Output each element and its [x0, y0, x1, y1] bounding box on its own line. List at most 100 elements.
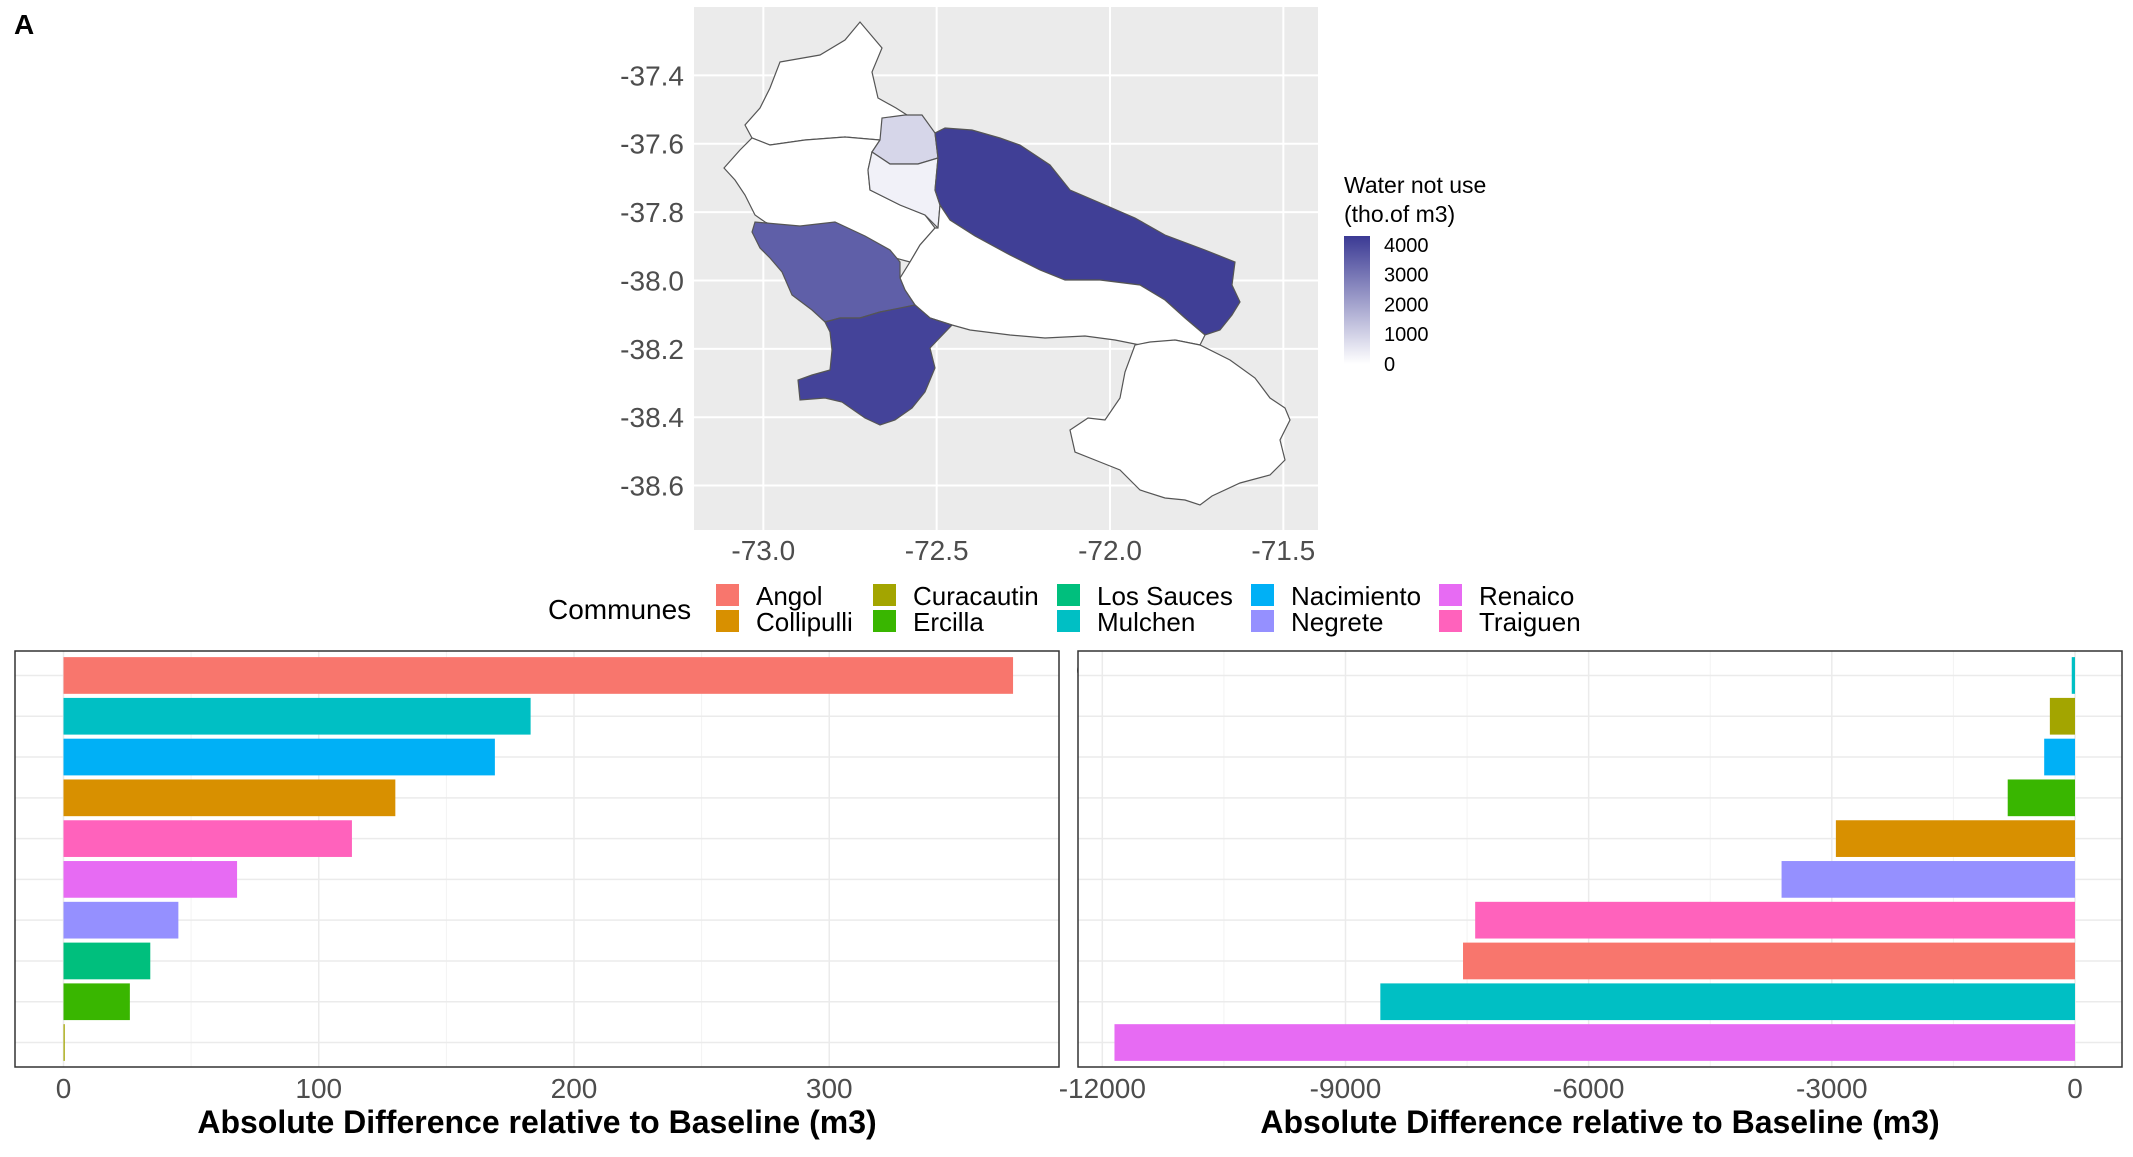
panel-b-xtick-label: 100 [295, 1073, 342, 1104]
legend-label: Ercilla [913, 607, 984, 637]
legend-item: Nacimiento [1251, 581, 1421, 611]
map-ytick-label: -38.6 [620, 471, 684, 502]
bar-angol [63, 657, 1014, 694]
map-ytick-label: -37.6 [620, 129, 684, 160]
map-region-southeast [1069, 339, 1291, 506]
bar-nacimiento [2044, 738, 2075, 776]
bar-los-sauces [63, 942, 151, 980]
colorbar-title-line2: (tho.of m3) [1344, 201, 1455, 227]
bar-ercilla [63, 983, 130, 1021]
map-ytick-label: -38.2 [620, 334, 684, 365]
bar-negrete [63, 901, 179, 939]
colorbar-tick-label: 1000 [1384, 324, 1429, 346]
legend-title: Communes [548, 594, 691, 625]
panel-b-xtick-label: 300 [806, 1073, 853, 1104]
panel-c-xlabel: Absolute Difference relative to Baseline… [1260, 1104, 1939, 1140]
legend-swatch [1439, 584, 1462, 606]
bar-negrete [1781, 861, 2075, 898]
legend-item: Angol [716, 581, 823, 611]
map-region-south [797, 304, 954, 426]
legend-swatch [873, 610, 896, 632]
map-regions [723, 21, 1291, 506]
bar-mulchen [1380, 983, 2075, 1021]
legend-swatch [1057, 584, 1080, 606]
panel-b-bars [63, 657, 1014, 1061]
legend-label: Renaico [1479, 581, 1574, 611]
legend-label: Angol [756, 581, 823, 611]
colorbar-ticks: 4000 3000 2000 1000 0 [1384, 235, 1429, 376]
legend-item: Traiguen [1439, 607, 1581, 637]
legend-label: Nacimiento [1291, 581, 1421, 611]
panel-c-bars [1114, 657, 2075, 1061]
legend-item: Negrete [1251, 607, 1384, 637]
map-axis-ticks: -73.0 -72.5 -72.0 -71.5 -37.4 -37.6 -37.… [620, 60, 1315, 566]
legend-label: Collipulli [756, 607, 853, 637]
legend-item: Los Sauces [1057, 581, 1233, 611]
legend-swatch [1057, 610, 1080, 632]
bar-renaico [1114, 1024, 2075, 1061]
legend-swatch [1439, 610, 1462, 632]
legend-item: Mulchen [1057, 607, 1195, 637]
colorbar-tick-label: 3000 [1384, 265, 1429, 287]
panel-a-label: A [14, 9, 34, 40]
map-ytick-label: -37.8 [620, 197, 684, 228]
panel-b-ticks: 0 100 200 300 [56, 1073, 853, 1104]
legend-label: Mulchen [1097, 607, 1195, 637]
panel-c-ticks: -12000 -9000 -6000 -3000 0 [1059, 1073, 2083, 1104]
map-xtick-label: -72.0 [1078, 535, 1142, 566]
panel-b-xlabel: Absolute Difference relative to Baseline… [197, 1104, 876, 1140]
bar-traiguen [63, 820, 352, 857]
legend-label: Traiguen [1479, 607, 1581, 637]
legend-swatch [716, 610, 739, 632]
map-ytick-label: -38.0 [620, 265, 684, 296]
legend-item: Ercilla [873, 607, 984, 637]
colorbar-tick-label: 2000 [1384, 294, 1429, 316]
bar-nacimiento [63, 738, 495, 776]
bar-mulchen [63, 697, 531, 735]
bar-angol [1463, 942, 2075, 980]
map-xtick-label: -71.5 [1251, 535, 1315, 566]
colorbar-tick-label: 0 [1384, 354, 1395, 376]
panel-c-xtick-label: -6000 [1553, 1073, 1625, 1104]
map-ytick-label: -37.4 [620, 60, 684, 91]
legend-label: Curacautin [913, 581, 1039, 611]
colorbar-legend: Water not use (tho.of m3) 4000 3000 2000… [1344, 172, 1486, 376]
panel-c-xtick-label: -12000 [1059, 1073, 1146, 1104]
map-panel: -73.0 -72.5 -72.0 -71.5 -37.4 -37.6 -37.… [620, 7, 1318, 566]
panel-b-xtick-label: 200 [551, 1073, 598, 1104]
bar-traiguen [1475, 901, 2075, 939]
legend-label: Los Sauces [1097, 581, 1233, 611]
bar-curacautin [2049, 697, 2075, 735]
bar-renaico [63, 861, 238, 898]
map-xtick-label: -73.0 [731, 535, 795, 566]
legend-item: Collipulli [716, 607, 853, 637]
panel-c-xtick-label: -3000 [1796, 1073, 1868, 1104]
bar-ercilla [2007, 779, 2075, 817]
bar-chart-c: -12000 -9000 -6000 -3000 0 Absolute Diff… [1059, 650, 2123, 1140]
bar-chart-b: 0 100 200 300 Absolute Difference relati… [14, 650, 1060, 1140]
map-ytick-label: -38.4 [620, 402, 684, 433]
legend-swatch [716, 584, 739, 606]
map-xtick-label: -72.5 [905, 535, 969, 566]
legend-item: Curacautin [873, 581, 1039, 611]
bar-collipulli [63, 779, 396, 817]
panel-c-xtick-label: -9000 [1310, 1073, 1382, 1104]
legend-swatch [1251, 610, 1274, 632]
colorbar-gradient [1344, 236, 1370, 364]
panel-b-border [14, 650, 1060, 1068]
bar-collipulli [1835, 820, 2075, 857]
bar-mulchen [2071, 657, 2075, 694]
panel-b-xtick-label: 0 [56, 1073, 72, 1104]
legend-label: Negrete [1291, 607, 1384, 637]
colorbar-tick-label: 4000 [1384, 235, 1429, 257]
panel-c-border [1077, 650, 2123, 1068]
legend-item: Renaico [1439, 581, 1574, 611]
legend-swatch [1251, 584, 1274, 606]
bar-curacautin [63, 1024, 65, 1061]
panel-c-xtick-label: 0 [2067, 1073, 2083, 1104]
colorbar-title-line1: Water not use [1344, 172, 1486, 198]
legend-swatch [873, 584, 896, 606]
